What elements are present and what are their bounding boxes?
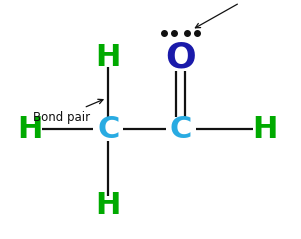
Text: C: C — [97, 114, 119, 144]
Text: Lone pair: Lone pair — [195, 0, 284, 28]
Text: H: H — [96, 43, 121, 72]
Text: H: H — [252, 114, 278, 144]
Text: H: H — [17, 114, 43, 144]
Text: Bond pair: Bond pair — [33, 99, 103, 124]
Text: H: H — [96, 191, 121, 220]
Text: O: O — [165, 40, 196, 74]
Text: C: C — [169, 114, 192, 144]
